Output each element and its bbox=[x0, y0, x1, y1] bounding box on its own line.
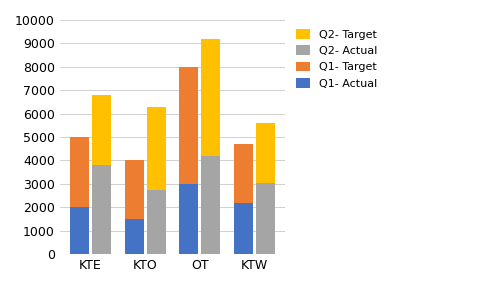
Bar bbox=[234, 144, 253, 203]
Bar bbox=[201, 39, 220, 156]
Bar bbox=[256, 183, 275, 254]
Bar bbox=[70, 137, 89, 207]
Bar bbox=[125, 160, 144, 219]
Legend: Q2- Target, Q2- Actual, Q1- Target, Q1- Actual: Q2- Target, Q2- Actual, Q1- Target, Q1- … bbox=[293, 26, 380, 92]
Bar bbox=[147, 190, 166, 254]
Bar bbox=[234, 203, 253, 254]
Bar bbox=[70, 207, 89, 254]
Bar bbox=[180, 67, 198, 184]
Bar bbox=[180, 184, 198, 254]
Bar bbox=[125, 219, 144, 254]
Bar bbox=[92, 165, 111, 254]
Bar bbox=[147, 107, 166, 190]
Bar bbox=[256, 123, 275, 183]
Bar bbox=[92, 95, 111, 165]
Bar bbox=[201, 156, 220, 254]
